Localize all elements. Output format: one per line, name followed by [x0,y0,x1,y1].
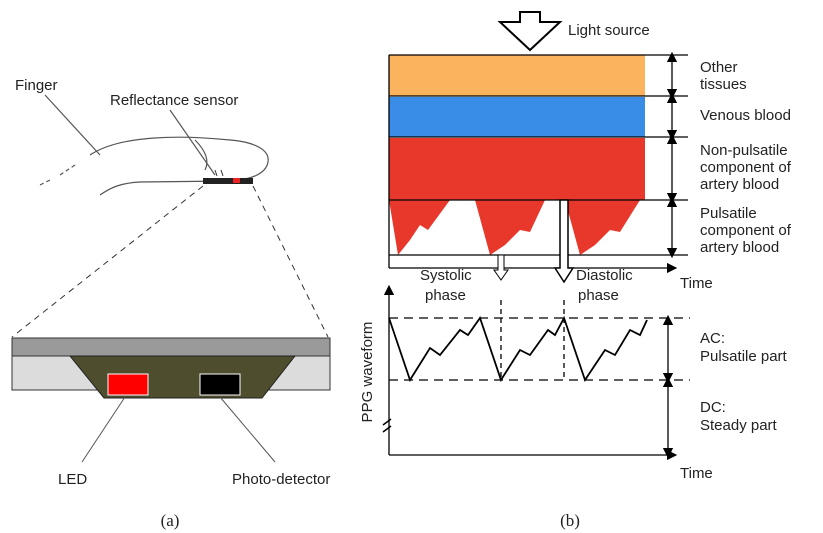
sensor-led [233,178,240,183]
led-pointer [82,397,125,462]
led-element [108,374,148,395]
sensor-housing [70,356,295,398]
light-rays [215,170,223,176]
label: LED [58,471,87,488]
light-arrow [500,12,560,50]
caption: (a) [161,511,180,530]
layer-venous [389,97,645,137]
layer-pulsatile [389,200,640,255]
label: DC:Steady part [700,399,778,434]
axis-label: PPG waveform [359,322,376,423]
ppg-axes [383,290,690,455]
label: Time [680,465,713,482]
label: AC:Pulsatile part [700,330,788,365]
layer-label: Venous blood [700,107,791,124]
sensor-cover [12,338,330,356]
detector-pointer [220,397,275,462]
label: Reflectance sensor [110,92,238,109]
layer-nonpulsatile [389,138,645,200]
sensor-strip [203,178,253,184]
zoom-line [12,186,203,337]
label: Time [680,275,713,292]
caption: (b) [560,511,580,530]
zoom-line [253,186,328,337]
detector-element [200,374,240,395]
label: Photo-detector [232,471,330,488]
label: Light source [568,22,650,39]
layer-other [389,55,645,96]
label: Finger [15,77,58,94]
figure: Finger Reflectance sensor LED Photo-dete… [0,0,823,533]
